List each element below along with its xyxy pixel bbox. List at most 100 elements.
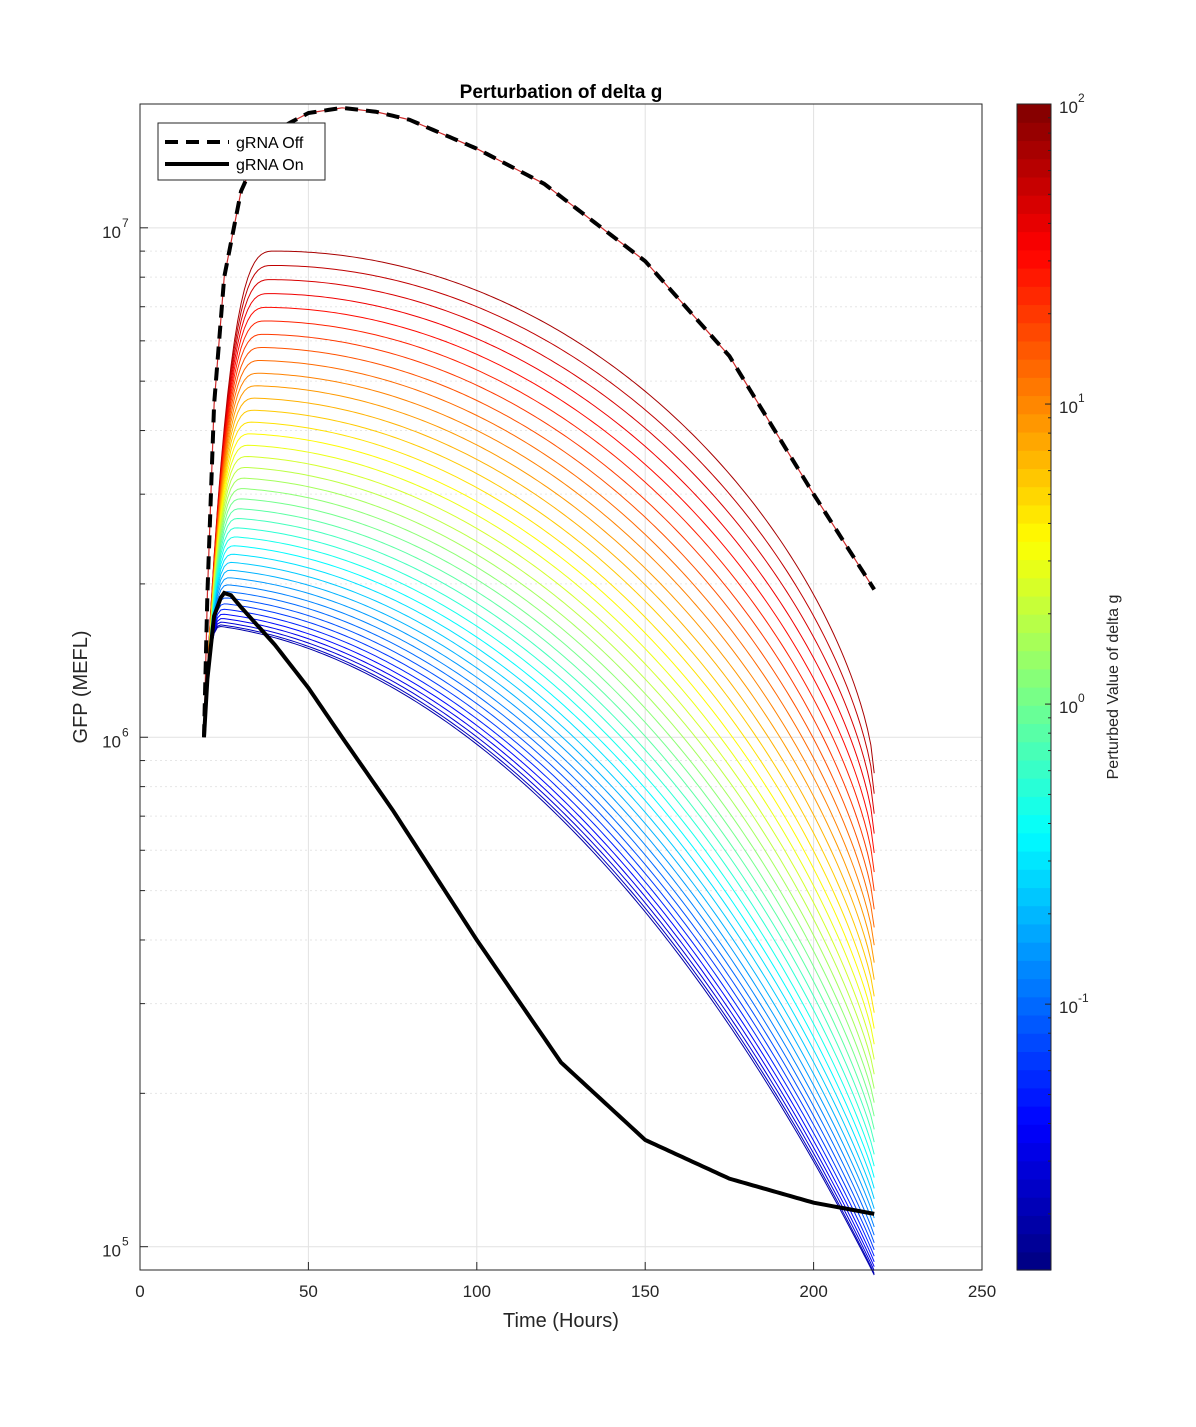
colorbar-level (1017, 1106, 1051, 1125)
grid (140, 104, 982, 1271)
x-axis-label: Time (Hours) (503, 1310, 619, 1332)
y-tick-label-exponent: 5 (122, 1235, 129, 1249)
colorbar-level (1017, 1124, 1051, 1144)
perturbed-curve (203, 517, 875, 1143)
colorbar-level (1017, 286, 1051, 306)
y-axis-label: GFP (MEFL) (70, 631, 92, 744)
colorbar-level (1017, 577, 1051, 597)
perturbed-curve (203, 545, 875, 1178)
perturbed-curve (203, 584, 875, 1228)
perturbed-curve (203, 320, 875, 873)
colorbar-level (1017, 687, 1051, 706)
colorbar-level (1017, 431, 1051, 451)
perturbed-curve (203, 621, 875, 1271)
colorbar-level (1017, 942, 1051, 961)
perturbed-curve (203, 508, 875, 1130)
colorbar-level (1017, 213, 1051, 233)
perturbed-curve (203, 527, 875, 1155)
colorbar-level (1017, 814, 1051, 834)
colorbar-level (1017, 759, 1051, 779)
colorbar-tick-base: 10 (1059, 998, 1078, 1017)
perturbed-curve (203, 569, 875, 1209)
perturbed-curve (203, 250, 875, 774)
colorbar-level (1017, 359, 1051, 378)
colorbar (1016, 103, 1052, 1271)
colorbar-level (1017, 996, 1051, 1016)
perturbed-curve (203, 264, 875, 794)
colorbar-level (1017, 832, 1051, 852)
colorbar-level (1017, 850, 1051, 870)
y-tick-label-base: 10 (102, 732, 121, 751)
perturbed-curve (203, 498, 875, 1117)
colorbar-level (1017, 486, 1051, 506)
colorbar-tick-base: 10 (1059, 398, 1078, 417)
perturbed-curve (203, 488, 875, 1103)
colorbar-level (1017, 340, 1051, 360)
colorbar-level (1017, 322, 1051, 342)
x-tick-label: 150 (631, 1282, 659, 1301)
colorbar-tick-base: 10 (1059, 698, 1078, 717)
axes-box (139, 103, 983, 1271)
colorbar-label: Perturbed Value of delta g (1105, 595, 1122, 780)
perturbed-curve (203, 591, 875, 1236)
colorbar-level (1017, 796, 1051, 816)
colorbar-level (1017, 468, 1051, 488)
colorbar-level (1017, 705, 1051, 725)
colorbar-level (1017, 249, 1051, 269)
colorbar-level (1017, 104, 1051, 123)
legend[interactable]: gRNA Off gRNA On (157, 122, 326, 181)
colorbar-level (1017, 1197, 1051, 1216)
perturbed-curve (203, 603, 875, 1251)
perturbed-curve (203, 608, 875, 1257)
colorbar-level (1017, 1033, 1051, 1052)
colorbar-level (1017, 595, 1051, 615)
colorbar-level (1017, 140, 1051, 160)
x-tick-label: 250 (968, 1282, 996, 1301)
perturbed-curve (203, 553, 875, 1189)
colorbar-level (1017, 541, 1051, 561)
colorbar-level (1017, 176, 1051, 196)
colorbar-level (1017, 122, 1051, 142)
colorbar-level (1017, 1178, 1051, 1198)
colorbar-level (1017, 614, 1051, 633)
colorbar-level (1017, 559, 1051, 579)
colorbar-frame (1016, 103, 1052, 1271)
colorbar-tick-exponent: 0 (1078, 691, 1085, 705)
colorbar-level (1017, 450, 1051, 469)
perturbed-curve (203, 618, 875, 1267)
perturbed-curve (203, 372, 875, 946)
perturbed-curve (203, 466, 875, 1075)
colorbar-level (1017, 231, 1051, 251)
legend-label-grna-on: gRNA On (236, 157, 304, 174)
grna-off-line (201, 105, 876, 738)
colorbar-level (1017, 267, 1051, 287)
colorbar-level (1017, 395, 1051, 415)
colorbar-level (1017, 650, 1051, 670)
perturbed-curve (203, 625, 875, 1276)
colorbar-level (1017, 1014, 1051, 1034)
colorbar-level (1017, 1160, 1051, 1180)
colorbar-level (1017, 778, 1051, 797)
colorbar-level (1017, 1251, 1051, 1271)
x-tick-label: 50 (299, 1282, 318, 1301)
colorbar-level (1017, 923, 1051, 943)
colorbar-level (1017, 195, 1051, 214)
y-tick-label-base: 10 (102, 223, 121, 242)
x-tick-label: 100 (463, 1282, 491, 1301)
perturbed-curve (203, 293, 875, 834)
colorbar-level (1017, 723, 1051, 743)
perturbed-curve (203, 333, 875, 891)
x-ticks: 0 50 100 150 200 250 (135, 1262, 996, 1301)
perturbed-curve (203, 455, 875, 1060)
perturbed-curve (203, 359, 875, 928)
colorbar-level (1017, 377, 1051, 397)
colorbar-level (1017, 632, 1051, 652)
perturbed-curve (203, 385, 875, 963)
perturbed-curve (203, 421, 875, 1013)
perturbed-curve (203, 624, 875, 1274)
colorbar-tick-base: 10 (1059, 98, 1078, 117)
colorbar-tick-exponent: 1 (1078, 391, 1085, 405)
colorbar-level (1017, 1233, 1051, 1253)
